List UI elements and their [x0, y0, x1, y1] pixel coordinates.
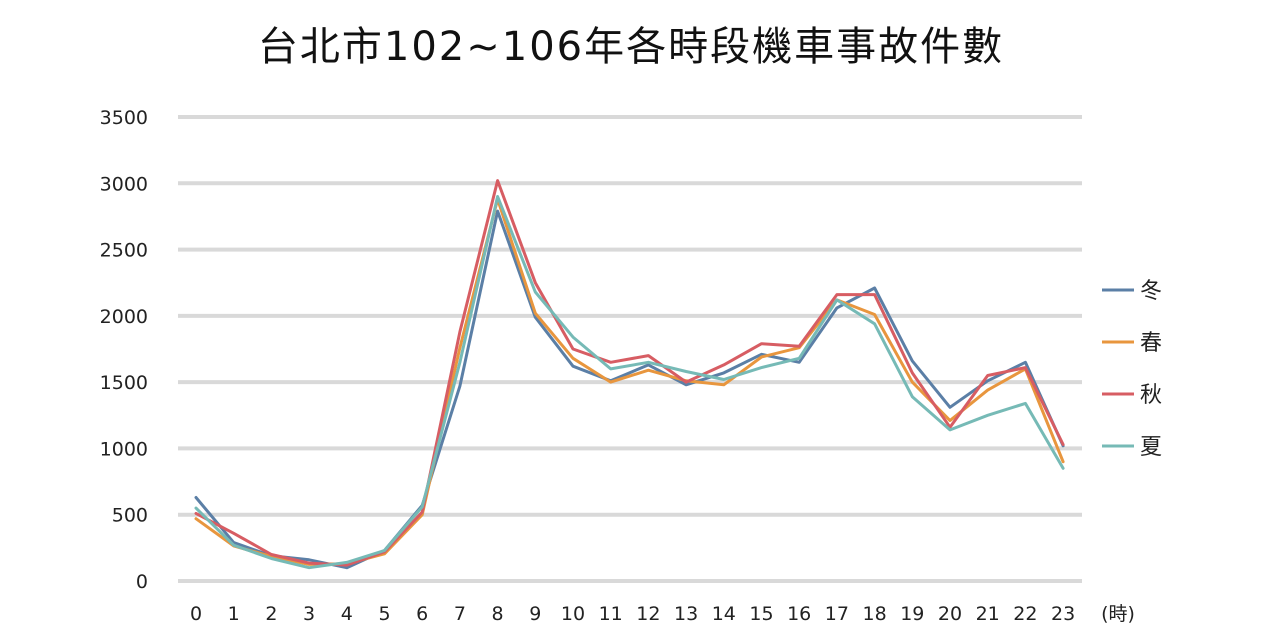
x-tick-label: 18: [863, 603, 887, 625]
x-tick-label: 22: [1013, 603, 1037, 625]
legend-label: 秋: [1140, 383, 1162, 408]
x-tick-label: 7: [454, 603, 466, 625]
x-tick-label: 3: [303, 603, 315, 625]
series-line-3: [194, 195, 1065, 570]
x-tick-label: 16: [787, 603, 811, 625]
legend-label: 冬: [1140, 279, 1162, 304]
x-tick-label: 21: [976, 603, 1000, 625]
legend-label: 夏: [1140, 435, 1162, 460]
y-tick-label: 3000: [100, 173, 148, 195]
x-axis-ticks: 0 1 2 3 4 5 6 7 8 9 10 11 12 13 14 15 16 17 18 19 20 21 22 23: [190, 603, 1075, 625]
x-tick-label: 13: [674, 603, 698, 625]
x-tick-label: 6: [416, 603, 428, 625]
x-tick-label: 17: [825, 603, 849, 625]
x-tick-label: 12: [636, 603, 660, 625]
series-line-0: [194, 209, 1065, 570]
legend-label: 春: [1140, 331, 1162, 356]
chart-title: 台北市102~106年各時段機車事故件數: [257, 24, 1005, 70]
x-tick-label: 10: [561, 603, 585, 625]
y-tick-label: 2000: [100, 306, 148, 328]
y-tick-label: 3500: [100, 107, 148, 129]
y-tick-label: 500: [112, 505, 148, 527]
x-tick-label: 14: [712, 603, 736, 625]
x-tick-label: 4: [341, 603, 353, 625]
x-tick-label: 8: [492, 603, 504, 625]
y-tick-label: 0: [136, 571, 148, 593]
x-tick-label: 5: [378, 603, 390, 625]
y-tick-label: 1000: [100, 438, 148, 460]
x-tick-label: 1: [228, 603, 240, 625]
y-axis-ticks: 0 500 1000 1500 2000 2500 3000 3500: [100, 107, 148, 593]
x-tick-label: 9: [529, 603, 541, 625]
x-tick-label: 23: [1051, 603, 1075, 625]
x-tick-label: 20: [938, 603, 962, 625]
x-tick-label: 0: [190, 603, 202, 625]
series-lines: [194, 179, 1065, 570]
x-tick-label: 15: [749, 603, 773, 625]
y-tick-label: 1500: [100, 372, 148, 394]
x-axis-label: (時): [1101, 603, 1135, 625]
x-tick-label: 2: [265, 603, 277, 625]
x-tick-label: 19: [900, 603, 924, 625]
gridlines: [178, 115, 1082, 583]
x-tick-label: 11: [599, 603, 623, 625]
y-tick-label: 2500: [100, 240, 148, 262]
